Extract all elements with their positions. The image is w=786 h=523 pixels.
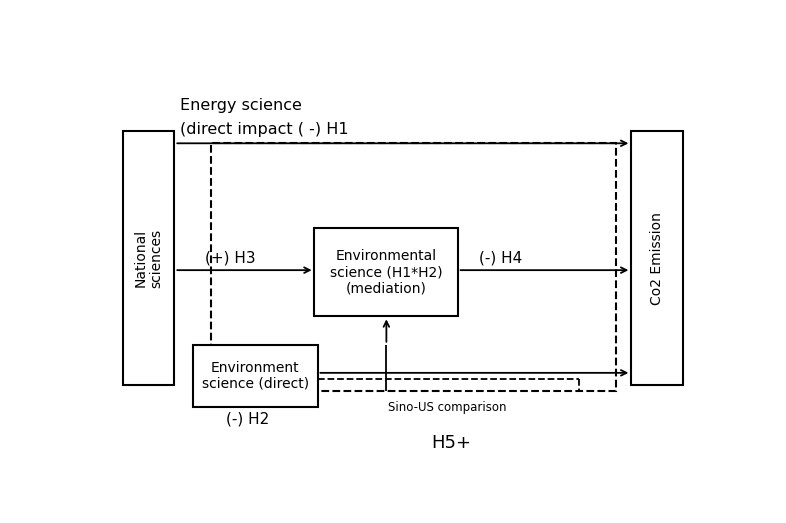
Text: (-) H2: (-) H2 [226,412,269,427]
Text: National
sciences: National sciences [134,229,163,288]
Text: Environment
science (direct): Environment science (direct) [201,361,309,391]
Bar [123,131,174,385]
Bar [314,228,457,316]
Text: Environmental
science (H1*H2)
(mediation): Environmental science (H1*H2) (mediation… [330,249,443,295]
Bar [211,143,616,391]
Text: (-) H4: (-) H4 [479,251,522,266]
Text: (direct impact ( -) H1: (direct impact ( -) H1 [181,122,349,137]
Bar [193,345,318,407]
Text: (+) H3: (+) H3 [205,251,255,266]
Text: Co2 Emission: Co2 Emission [650,212,664,304]
Text: H5+: H5+ [432,434,472,452]
Text: Energy science: Energy science [181,98,303,112]
Text: Sino-US comparison: Sino-US comparison [387,401,506,414]
Bar [631,131,683,385]
